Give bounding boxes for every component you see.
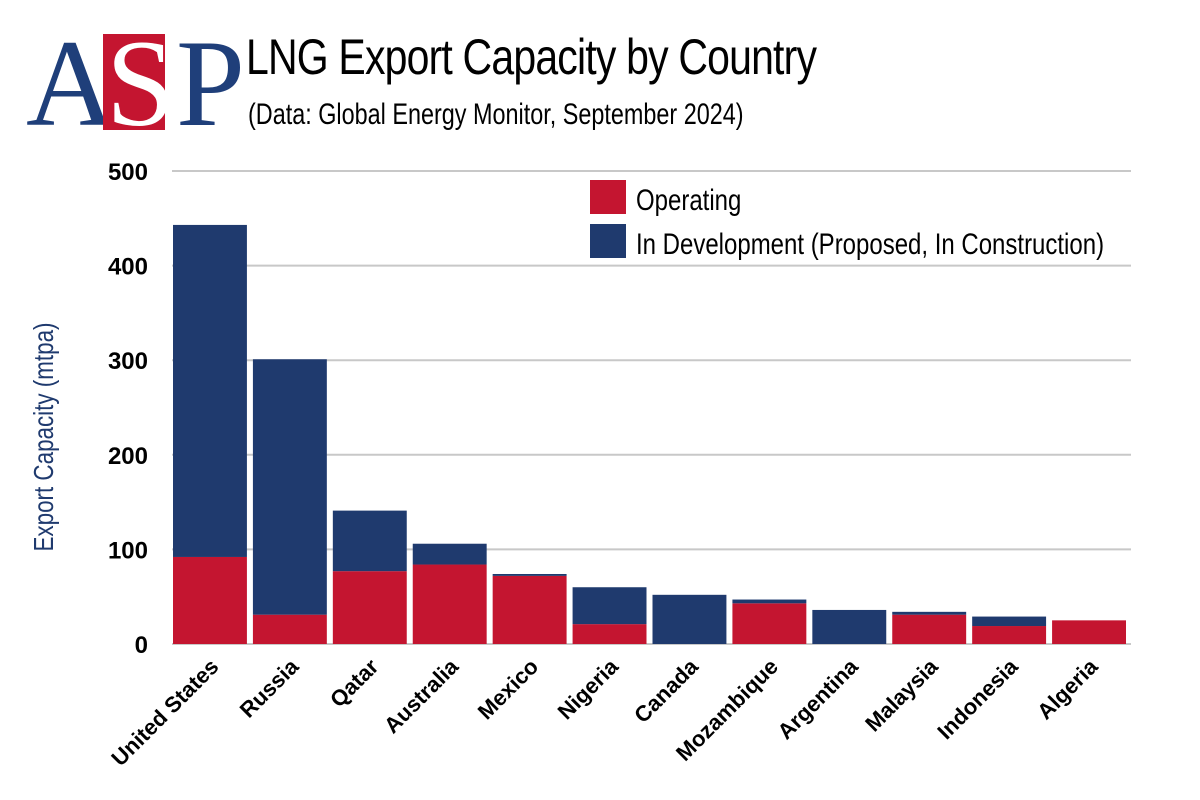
logo-red-box bbox=[103, 34, 165, 130]
x-tick-label: Indonesia bbox=[932, 653, 1023, 744]
bar-development bbox=[173, 224, 247, 557]
y-tick-label: 300 bbox=[108, 348, 148, 375]
bar-development bbox=[252, 359, 327, 615]
y-tick-label: 400 bbox=[108, 254, 148, 281]
bar-operating bbox=[972, 626, 1047, 644]
y-tick-label: 500 bbox=[108, 159, 148, 186]
bar-operating bbox=[1052, 620, 1126, 644]
asp-logo: A S P bbox=[26, 15, 245, 152]
bar-operating bbox=[412, 564, 487, 644]
bar-operating bbox=[252, 614, 327, 644]
y-axis-ticks: 0 100 200 300 400 500 bbox=[108, 159, 148, 659]
y-tick-label: 200 bbox=[108, 443, 148, 470]
logo-letter-a: A bbox=[26, 15, 116, 152]
x-tick-label: Malaysia bbox=[860, 653, 943, 736]
bars bbox=[173, 224, 1126, 644]
bar-development bbox=[412, 543, 487, 565]
x-tick-label: Algeria bbox=[1032, 653, 1103, 724]
chart-title: LNG Export Capacity by Country bbox=[246, 29, 817, 85]
legend-swatch bbox=[590, 224, 626, 258]
x-tick-label: Canada bbox=[629, 653, 703, 727]
logo-letter-p: P bbox=[176, 15, 245, 152]
bar-development bbox=[812, 609, 887, 644]
legend-label: In Development (Proposed, In Constructio… bbox=[636, 226, 1104, 260]
x-tick-label: Russia bbox=[235, 653, 304, 722]
bar-operating bbox=[732, 603, 807, 644]
x-tick-label: Qatar bbox=[325, 654, 384, 713]
legend-label: Operating bbox=[636, 182, 741, 216]
chart-subtitle: (Data: Global Energy Monitor, September … bbox=[248, 98, 744, 131]
bar-operating bbox=[173, 556, 247, 644]
bar-development bbox=[732, 599, 807, 604]
legend: Operating In Development (Proposed, In Co… bbox=[590, 180, 1104, 261]
bar-operating bbox=[892, 614, 967, 644]
logo-letter-s: S bbox=[106, 15, 175, 152]
x-tick-label: Mexico bbox=[473, 654, 543, 724]
bar-development bbox=[972, 616, 1047, 627]
bar-development bbox=[892, 611, 967, 615]
x-tick-label: Australia bbox=[379, 653, 464, 738]
gridlines bbox=[172, 170, 1131, 645]
x-tick-label: Nigeria bbox=[553, 653, 624, 724]
bar-development bbox=[572, 587, 647, 625]
legend-swatch bbox=[590, 180, 626, 214]
bar-operating bbox=[572, 624, 647, 644]
bar-operating bbox=[492, 575, 567, 644]
y-tick-label: 100 bbox=[108, 537, 148, 564]
bar-development bbox=[492, 573, 567, 576]
bar-operating bbox=[332, 571, 407, 644]
bar-development bbox=[332, 510, 407, 572]
x-tick-label: United States bbox=[106, 654, 223, 771]
y-tick-label: 0 bbox=[135, 632, 148, 659]
bar-development bbox=[652, 594, 727, 644]
x-tick-label: Argentina bbox=[773, 653, 864, 744]
